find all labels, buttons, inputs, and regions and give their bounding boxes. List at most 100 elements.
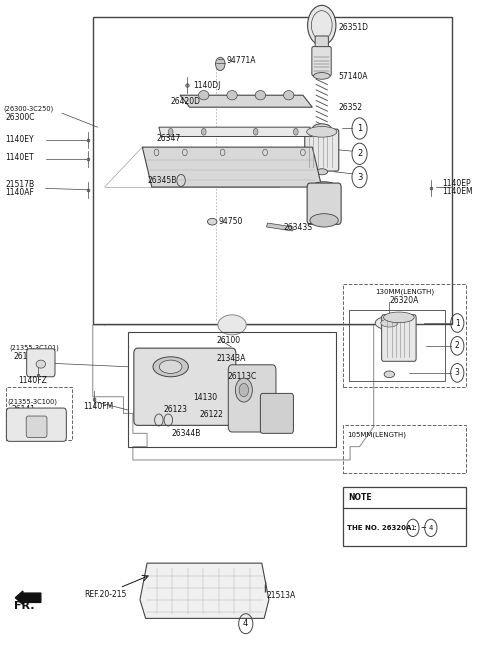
Ellipse shape [207, 218, 217, 225]
FancyBboxPatch shape [307, 183, 341, 224]
Text: 2: 2 [357, 149, 362, 158]
Bar [343, 487, 466, 546]
Text: 1140DJ: 1140DJ [193, 81, 221, 91]
Bar [93, 17, 452, 323]
Ellipse shape [307, 127, 337, 137]
Circle shape [216, 57, 225, 71]
FancyArrow shape [15, 591, 41, 604]
Ellipse shape [227, 91, 237, 100]
Text: ~: ~ [420, 525, 426, 531]
Ellipse shape [384, 312, 414, 323]
Text: 21513A: 21513A [266, 591, 295, 600]
Text: THE NO. 26320A :: THE NO. 26320A : [347, 525, 419, 531]
Ellipse shape [159, 360, 182, 374]
Text: 14130: 14130 [193, 393, 217, 402]
Text: 26123: 26123 [164, 405, 188, 414]
Ellipse shape [375, 316, 404, 329]
Text: 130MM(LENGTH): 130MM(LENGTH) [375, 288, 434, 295]
Bar [343, 283, 466, 387]
Circle shape [239, 384, 249, 397]
Text: 26344B: 26344B [172, 429, 201, 438]
FancyBboxPatch shape [312, 47, 331, 76]
Ellipse shape [153, 357, 188, 377]
Text: 1140FM: 1140FM [84, 402, 114, 412]
FancyBboxPatch shape [382, 315, 416, 362]
Circle shape [235, 378, 252, 402]
Text: (21355-3C101): (21355-3C101) [9, 345, 59, 352]
Ellipse shape [313, 73, 330, 79]
Bar [6, 387, 72, 440]
Text: 1140EM: 1140EM [442, 187, 473, 195]
Text: 26345B: 26345B [147, 176, 177, 185]
Circle shape [168, 129, 173, 135]
Text: 4: 4 [429, 525, 433, 531]
Text: 3: 3 [357, 173, 362, 181]
Text: 21517B: 21517B [5, 180, 35, 189]
Circle shape [308, 5, 336, 45]
Text: 26100: 26100 [216, 336, 240, 345]
Text: 26420D: 26420D [171, 97, 201, 106]
Ellipse shape [312, 124, 331, 133]
Polygon shape [266, 223, 293, 231]
Text: 21343A: 21343A [216, 354, 245, 364]
Text: 26113C: 26113C [228, 372, 257, 382]
Ellipse shape [381, 319, 398, 327]
Text: 26141: 26141 [14, 352, 38, 362]
Ellipse shape [36, 360, 46, 368]
Text: 3: 3 [455, 368, 460, 378]
Bar [343, 426, 466, 474]
Ellipse shape [218, 315, 246, 335]
Text: 26320A: 26320A [390, 296, 419, 305]
Text: 1: 1 [411, 525, 415, 531]
Ellipse shape [29, 421, 44, 433]
FancyBboxPatch shape [26, 416, 47, 438]
Polygon shape [159, 127, 312, 137]
FancyBboxPatch shape [260, 394, 293, 434]
Text: FR.: FR. [14, 602, 35, 612]
Text: 1140FZ: 1140FZ [19, 376, 48, 385]
FancyBboxPatch shape [315, 36, 328, 49]
Text: 105MM(LENGTH): 105MM(LENGTH) [347, 432, 406, 438]
FancyBboxPatch shape [27, 349, 55, 377]
Bar [348, 310, 445, 382]
FancyBboxPatch shape [305, 129, 339, 171]
Text: 1140EP: 1140EP [442, 179, 471, 187]
Text: NOTE: NOTE [348, 494, 372, 502]
Text: 26300C: 26300C [5, 113, 35, 121]
Text: 26352: 26352 [339, 103, 363, 111]
Text: 1140ET: 1140ET [5, 153, 34, 162]
FancyBboxPatch shape [228, 365, 276, 432]
Text: 26343S: 26343S [284, 223, 313, 231]
Text: (21355-3C100): (21355-3C100) [7, 398, 57, 405]
FancyBboxPatch shape [6, 408, 66, 442]
Ellipse shape [255, 91, 265, 100]
Ellipse shape [199, 91, 209, 100]
Ellipse shape [384, 371, 395, 378]
Ellipse shape [316, 169, 328, 175]
Text: (26300-3C250): (26300-3C250) [3, 105, 53, 112]
Text: REF.20-215: REF.20-215 [85, 590, 127, 599]
Polygon shape [143, 147, 322, 187]
Circle shape [293, 129, 298, 135]
Text: 94750: 94750 [219, 217, 243, 226]
Text: 94771A: 94771A [227, 56, 256, 65]
Text: 57140A: 57140A [339, 72, 368, 81]
Polygon shape [140, 563, 269, 618]
Text: 1140EY: 1140EY [5, 135, 34, 143]
Text: 1: 1 [357, 124, 362, 133]
Ellipse shape [284, 91, 294, 100]
Ellipse shape [310, 213, 338, 227]
Ellipse shape [310, 181, 338, 195]
Text: 4: 4 [243, 619, 248, 628]
Text: 2: 2 [455, 342, 460, 350]
Text: 26351D: 26351D [339, 23, 369, 32]
Text: 26122: 26122 [199, 410, 223, 419]
Circle shape [253, 129, 258, 135]
Text: 1: 1 [455, 319, 460, 327]
Polygon shape [180, 95, 312, 107]
FancyBboxPatch shape [134, 348, 236, 426]
Text: 1140AF: 1140AF [5, 188, 34, 197]
Text: 26141: 26141 [11, 405, 35, 414]
Text: 26347: 26347 [156, 134, 181, 143]
Circle shape [202, 129, 206, 135]
